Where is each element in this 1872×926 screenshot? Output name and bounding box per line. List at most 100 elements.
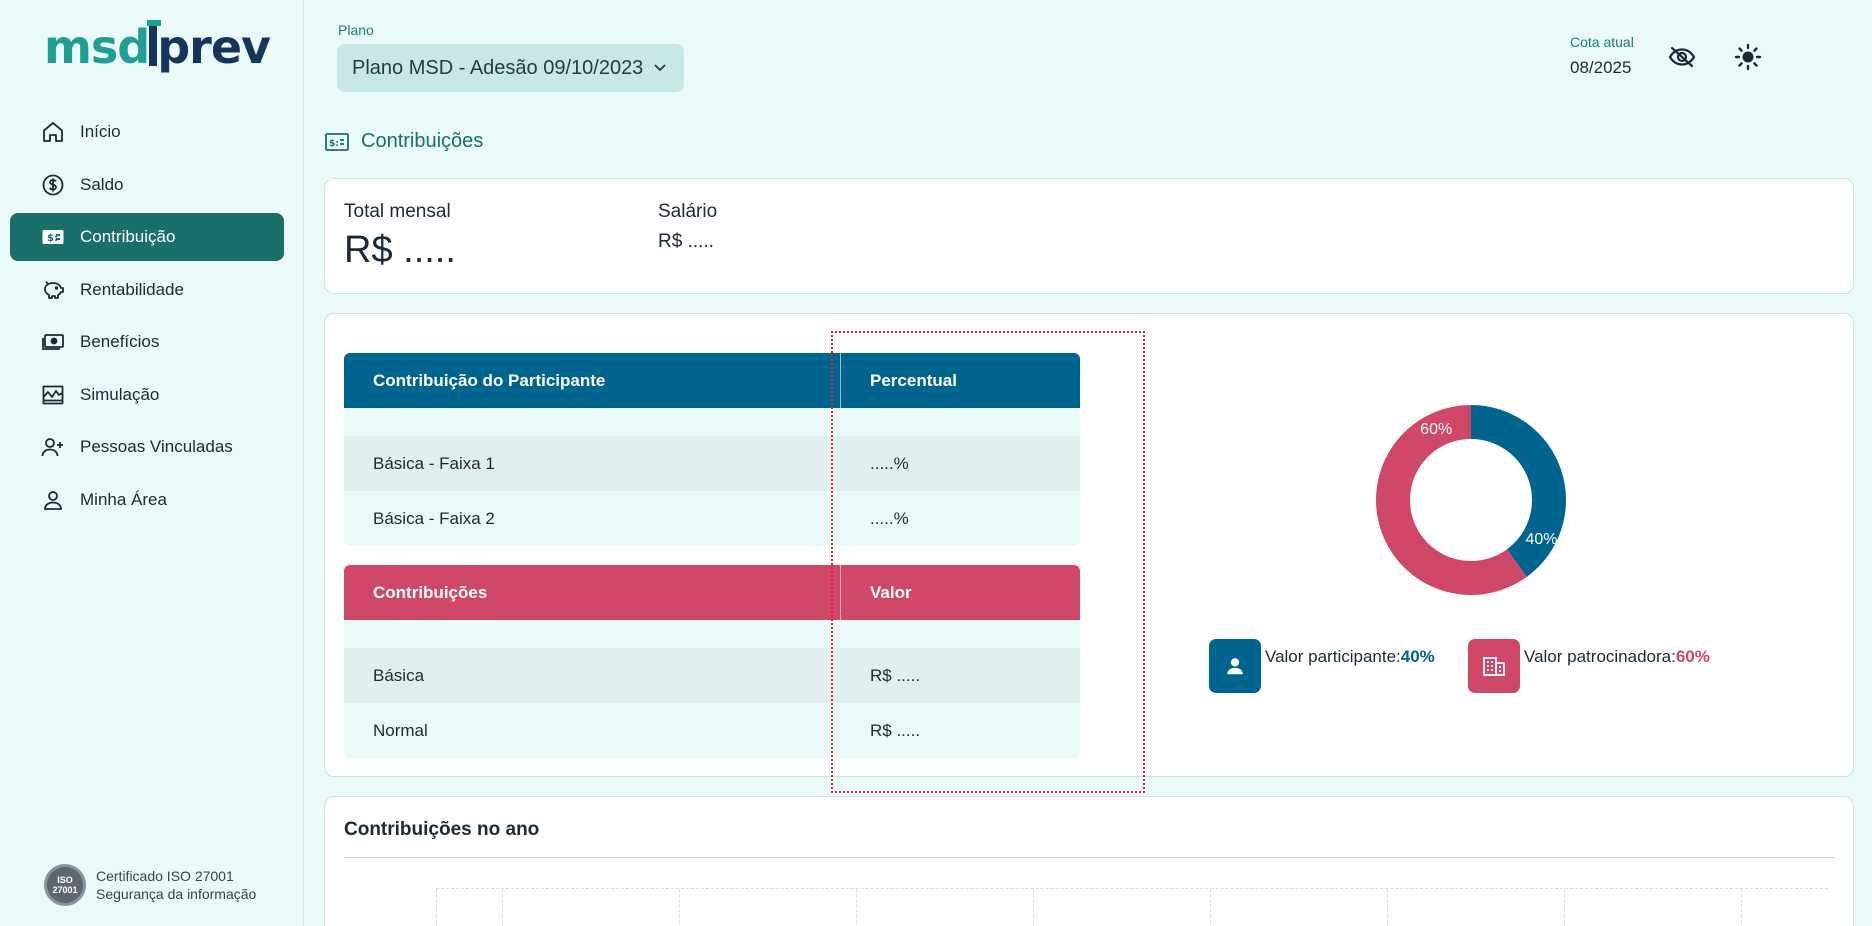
- sidebar-item-label: Rentabilidade: [80, 279, 184, 299]
- salario-block: Salário R$ .....: [658, 201, 717, 253]
- sidebar-item-inicio[interactable]: Início: [10, 108, 284, 156]
- salario-value: R$ .....: [658, 231, 714, 252]
- user-plus-icon: [40, 434, 66, 460]
- total-mensal-block: Total mensal R$ .....: [344, 201, 456, 272]
- sidebar-item-label: Saldo: [80, 174, 124, 194]
- piggy-bank-icon: [40, 277, 66, 303]
- grid-line: [679, 889, 680, 926]
- table-cell: .....%: [870, 453, 909, 473]
- sidebar-item-simulacao[interactable]: Simulação: [10, 371, 284, 419]
- money-bill-icon: $:: [325, 132, 349, 152]
- total-mensal-value: R$ .....: [344, 229, 456, 271]
- sidebar-item-label: Contribuição: [80, 227, 176, 246]
- column-header: Valor: [870, 582, 912, 602]
- grid-line: [1033, 889, 1034, 926]
- sidebar-item-label: Benefícios: [80, 332, 160, 351]
- iso-certificate: ISO 27001 Certificado ISO 27001 Seguranç…: [44, 864, 256, 906]
- table-header: Contribuição do Participante Percentual: [344, 353, 1080, 408]
- grid-line: [856, 889, 857, 926]
- logo-text-msd: msd: [44, 20, 150, 74]
- donut-slice-0[interactable]: [1471, 405, 1566, 577]
- table-cell: .....%: [870, 508, 909, 528]
- yearly-title: Contribuições no ano: [344, 819, 540, 840]
- cota-value: 08/2025: [1570, 58, 1632, 77]
- donut-slice-1[interactable]: [1376, 405, 1527, 595]
- cash-stack-icon: [40, 329, 66, 355]
- sidebar-item-label: Simulação: [80, 384, 160, 404]
- page-title: $: Contribuições: [325, 130, 483, 153]
- participant-contribution-table: Contribuição do Participante Percentual …: [344, 353, 1080, 546]
- grid-line: [1741, 889, 1742, 926]
- table-row: Básica - Faixa 2 .....%: [344, 491, 1080, 546]
- grid-line: [436, 889, 437, 926]
- table-cell: R$ .....: [870, 720, 921, 740]
- chart-line-icon: [40, 382, 66, 408]
- sidebar-item-pessoas-vinculadas[interactable]: Pessoas Vinculadas: [10, 423, 284, 471]
- summary-card: Total mensal R$ ..... Salário R$ .....: [324, 178, 1854, 294]
- grid-line: [1564, 889, 1565, 926]
- plano-label: Plano: [338, 22, 374, 38]
- building-icon: [1468, 639, 1520, 693]
- chevron-down-icon: [653, 60, 667, 76]
- svg-text:$:: $:: [329, 139, 339, 149]
- sun-theme-icon[interactable]: [1733, 42, 1763, 72]
- money-bill-icon: $:: [40, 224, 66, 250]
- column-header: Contribuições: [344, 565, 841, 620]
- table-row: Básica - Faixa 1 .....%: [344, 436, 1080, 491]
- grid-line: [502, 889, 503, 926]
- grid-line: [1210, 889, 1211, 926]
- yearly-contributions-card: Contribuições no ano: [324, 796, 1854, 926]
- legend-label: Valor participante:: [1265, 647, 1401, 666]
- donut-label-0: 40%: [1525, 531, 1557, 548]
- sidebar-nav: Início Saldo $: Contribuição Rentabilida…: [10, 108, 284, 528]
- iso-seal-icon: ISO 27001: [44, 864, 86, 906]
- table-row: Normal R$ .....: [344, 703, 1080, 758]
- table-cell: Básica: [373, 665, 425, 685]
- certificate-text: Certificado ISO 27001 Segurança da infor…: [96, 867, 256, 903]
- contribution-donut-chart: 40% 60%: [1376, 405, 1566, 595]
- certificate-line1: Certificado ISO 27001: [96, 868, 234, 884]
- sidebar-item-saldo[interactable]: Saldo: [10, 161, 284, 209]
- sidebar-item-label: Pessoas Vinculadas: [80, 437, 233, 456]
- table-cell: R$ .....: [870, 665, 921, 685]
- column-header: Contribuição do Participante: [344, 353, 841, 408]
- sidebar-item-label: Minha Área: [80, 489, 167, 509]
- column-header: Percentual: [870, 370, 957, 390]
- logo-text-prev: prev: [157, 20, 271, 74]
- table-cell: Básica - Faixa 2: [373, 508, 495, 528]
- sidebar: msd prev Início Saldo $: Contribuição Ren…: [0, 0, 304, 926]
- yearly-chart-grid: [436, 888, 1828, 926]
- table-cell: Básica - Faixa 1: [373, 453, 495, 473]
- table-row: Básica R$ .....: [344, 648, 1080, 703]
- total-mensal-label: Total mensal: [344, 201, 451, 222]
- table-header: Contribuições Valor: [344, 565, 1080, 620]
- legend-patrocinadora-text: Valor patrocinadora:60%: [1524, 647, 1710, 667]
- divider: [344, 857, 1834, 858]
- legend-label: Valor patrocinadora:: [1524, 647, 1676, 666]
- table-spacer: [344, 620, 1080, 648]
- legend-patrocinadora: Valor patrocinadora:60%: [1468, 639, 1710, 693]
- person-icon: [1209, 639, 1261, 693]
- hide-values-eye-off-icon[interactable]: [1667, 42, 1697, 72]
- legend-percent: 40%: [1400, 647, 1435, 666]
- legend-percent: 60%: [1675, 647, 1710, 666]
- sidebar-item-rentabilidade[interactable]: Rentabilidade: [10, 266, 284, 314]
- user-icon: [40, 487, 66, 513]
- legend-participante: Valor participante:40%: [1209, 639, 1435, 693]
- salario-label: Salário: [658, 201, 718, 222]
- donut-label-1: 60%: [1420, 421, 1452, 438]
- sidebar-item-contribuicao[interactable]: $: Contribuição: [10, 213, 284, 261]
- sidebar-item-label: Início: [80, 122, 121, 141]
- plano-select-value: Plano MSD - Adesão 09/10/2023: [352, 56, 644, 79]
- logo-bar: [147, 20, 162, 66]
- table-spacer: [344, 408, 1080, 436]
- msdprev-logo[interactable]: msd prev: [44, 18, 271, 74]
- sidebar-item-beneficios[interactable]: Benefícios: [10, 318, 284, 366]
- dollar-circle-icon: [40, 172, 66, 198]
- cota-label: Cota atual: [1570, 34, 1634, 50]
- page-title-text: Contribuições: [361, 130, 484, 152]
- sidebar-item-minha-area[interactable]: Minha Área: [10, 476, 284, 524]
- plano-select[interactable]: Plano MSD - Adesão 09/10/2023: [337, 44, 684, 92]
- home-icon: [40, 119, 66, 145]
- certificate-line2: Segurança da informação: [96, 886, 257, 902]
